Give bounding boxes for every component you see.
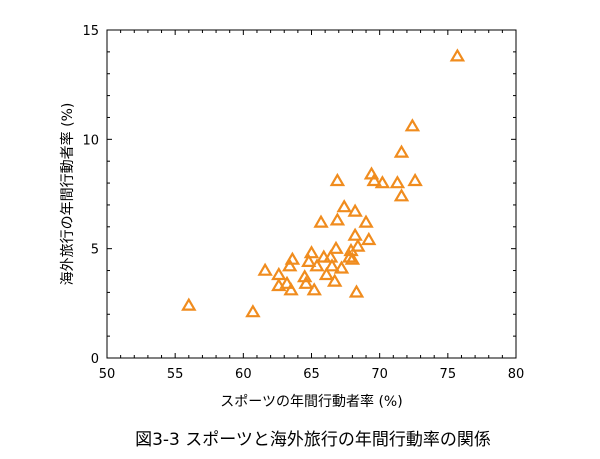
x-tick-label: 50 (99, 367, 116, 382)
data-point (347, 227, 363, 241)
data-point (344, 251, 361, 265)
data-point (257, 262, 273, 276)
x-tick-label: 55 (167, 367, 184, 382)
plot-area-frame (106, 29, 517, 359)
data-point (306, 282, 322, 296)
data-point (281, 258, 298, 272)
data-point (283, 282, 299, 296)
data-point (449, 48, 466, 62)
data-point (303, 245, 320, 259)
data-point (374, 175, 391, 189)
x-tick-label: 65 (303, 367, 320, 382)
x-tick-label: 60 (235, 367, 252, 382)
data-point (318, 266, 335, 281)
data-point (407, 172, 423, 187)
data-point (347, 203, 363, 217)
data-point (393, 188, 410, 202)
x-axis-title: スポーツの年間行動者率 (%) (220, 393, 402, 410)
data-point (358, 214, 374, 228)
data-point (328, 240, 344, 254)
data-point (336, 199, 352, 213)
data-point (245, 304, 261, 318)
data-point (333, 260, 350, 274)
x-tick-label: 75 (440, 367, 457, 382)
data-point (279, 275, 295, 289)
axis-ticks (106, 29, 517, 359)
data-point (348, 284, 365, 298)
data-points (181, 48, 466, 318)
y-axis-title: 海外旅行の年間行動者率 (%) (59, 103, 76, 286)
data-point (329, 212, 346, 226)
data-point (350, 238, 366, 252)
x-tick-label: 80 (508, 367, 525, 382)
data-point (341, 249, 358, 263)
data-point (181, 297, 197, 311)
data-point (389, 175, 406, 189)
y-tick-label: 0 (91, 352, 99, 367)
x-tick-labels: 50 55 60 65 70 75 80 (99, 367, 525, 382)
data-point (309, 258, 325, 272)
data-point (329, 172, 346, 187)
data-point (298, 275, 314, 289)
x-tick-label: 70 (371, 367, 388, 382)
y-tick-label: 10 (82, 133, 99, 148)
figure-caption: 図3-3 スポーツと海外旅行の年間行動率の関係 (135, 430, 491, 450)
data-point (393, 144, 410, 158)
data-point (284, 251, 301, 265)
data-point (301, 253, 317, 267)
data-point (361, 231, 377, 246)
y-tick-labels: 0 5 10 15 (82, 24, 99, 367)
y-tick-label: 15 (82, 24, 99, 39)
data-point (326, 273, 343, 287)
data-point (404, 118, 421, 132)
y-tick-label: 5 (91, 243, 99, 258)
data-point (324, 258, 340, 272)
data-point (366, 172, 382, 187)
data-point (313, 214, 329, 228)
